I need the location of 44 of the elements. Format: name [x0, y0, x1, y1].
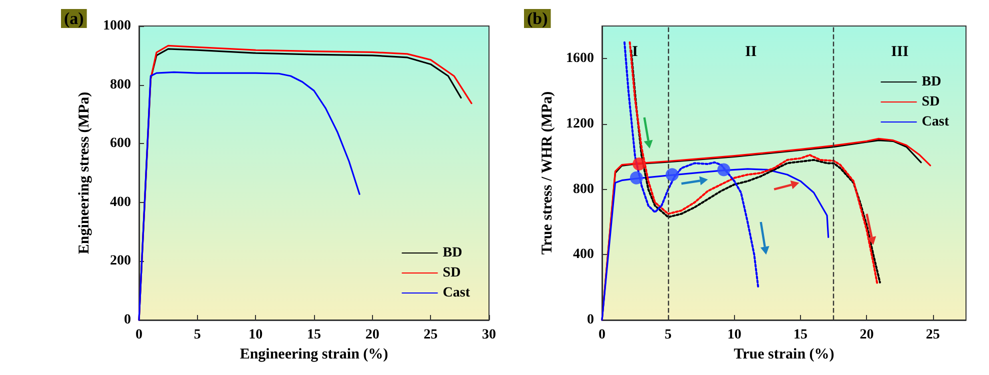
point — [666, 168, 679, 182]
x-tick-label: 15 — [307, 328, 321, 342]
x-tick-label: 5 — [194, 328, 201, 342]
y-tick-label: 1200 — [566, 116, 594, 132]
x-tick-label: 0 — [598, 328, 606, 342]
x-tick-label: 10 — [727, 328, 742, 342]
y-tick-label: 800 — [573, 182, 594, 197]
x-tick-label: 25 — [926, 328, 940, 342]
y-tick-label: 0 — [587, 312, 594, 328]
x-axis-title: True strain (%) — [734, 346, 834, 362]
x-tick-label: 20 — [860, 328, 874, 342]
point — [630, 171, 643, 184]
x-tick-label: 5 — [664, 328, 672, 342]
x-tick-label: 20 — [365, 328, 380, 342]
y-tick-label: 1600 — [566, 51, 594, 66]
x-axis-title: Engineering strain (%) — [240, 346, 388, 362]
point — [717, 163, 730, 176]
x-tick-label: 10 — [248, 328, 263, 342]
legend-label: BD — [442, 246, 462, 260]
legend-label: BD — [922, 74, 942, 90]
point — [632, 158, 646, 171]
chart-title: (a) — [64, 9, 84, 28]
x-tick-label: 0 — [136, 328, 142, 342]
annotation: III — [891, 44, 909, 60]
y-axis-title: True stress / WHR (MPa) — [540, 91, 556, 255]
legend-label: SD — [442, 266, 461, 280]
legend-label: SD — [922, 94, 940, 110]
y-tick-label: 0 — [124, 312, 131, 328]
y-tick-label: 200 — [110, 254, 131, 269]
y-tick-label: 400 — [110, 194, 131, 210]
annotation: I — [632, 44, 638, 60]
x-tick-label: 30 — [482, 328, 496, 342]
chart-title: (b) — [527, 9, 548, 28]
line-series — [138, 71, 360, 321]
annotation: II — [745, 44, 757, 60]
y-tick-label: 400 — [573, 247, 594, 262]
legend-label: Cast — [922, 114, 950, 130]
y-tick-label: 600 — [110, 136, 131, 152]
y-axis-title: Engineering stress (MPa) — [76, 92, 93, 254]
x-tick-label: 15 — [794, 328, 808, 342]
y-tick-label: 800 — [110, 77, 131, 92]
x-tick-label: 25 — [424, 328, 438, 342]
y-tick-label: 1000 — [103, 18, 131, 34]
legend-label: Cast — [442, 286, 470, 300]
